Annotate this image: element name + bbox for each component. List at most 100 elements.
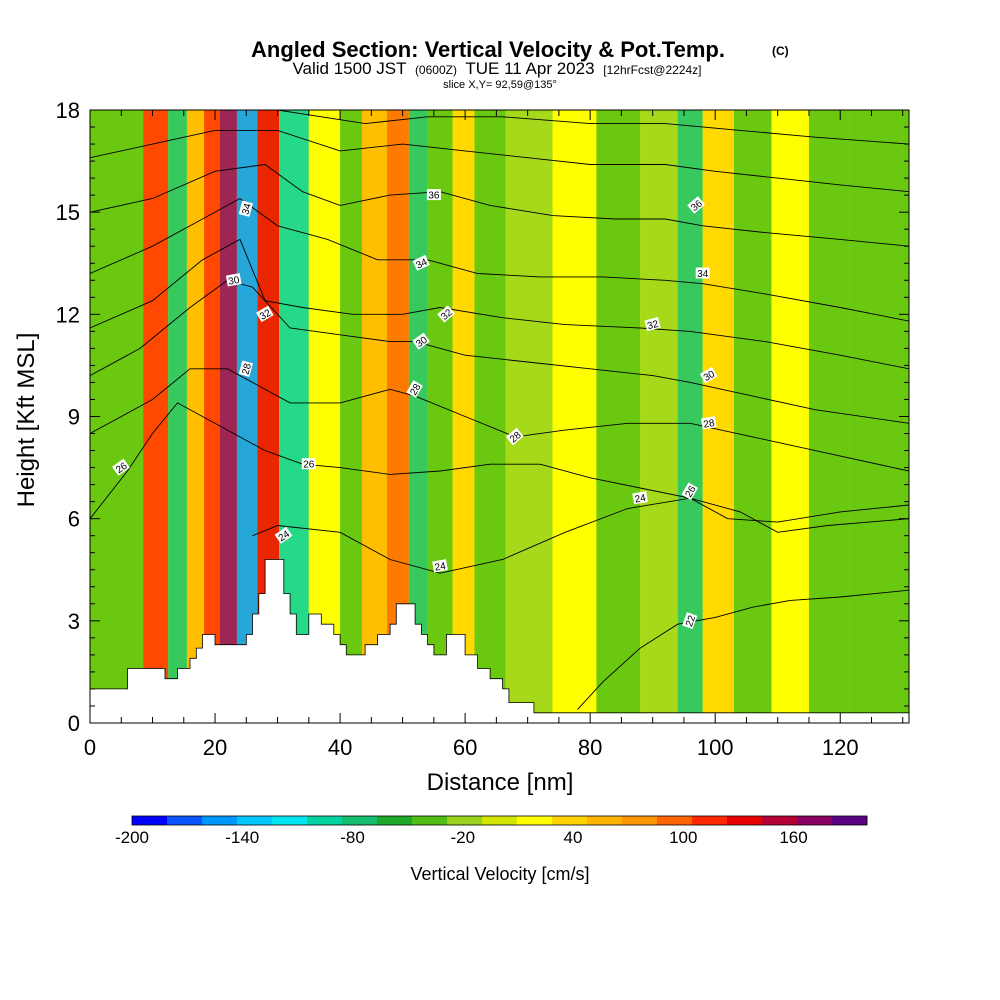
- colorbar-swatch: [552, 816, 588, 825]
- contour-label-box: [112, 458, 130, 476]
- contour-label-box: [682, 612, 698, 630]
- contour-label: 30: [225, 273, 242, 288]
- contour-label-text: 32: [646, 319, 660, 333]
- velocity-column: [808, 110, 850, 723]
- contour-label: 30: [412, 332, 431, 350]
- colorbar-title: Vertical Velocity [cm/s]: [410, 864, 589, 884]
- colorbar-swatch: [272, 816, 308, 825]
- colorbar-tick-label: -200: [115, 828, 149, 847]
- velocity-column: [702, 110, 734, 723]
- contour-label-box: [274, 526, 293, 544]
- isentrope-line: [90, 402, 909, 523]
- velocity-column: [474, 110, 506, 723]
- contour-label-text: 28: [241, 362, 255, 376]
- velocity-column: [340, 110, 362, 723]
- contour-label-text: 30: [228, 275, 241, 288]
- x-axis: 0 20 40 60 80 100 120: [84, 110, 904, 760]
- subtitle-valid: Valid 1500 JST: [292, 59, 406, 78]
- contour-label-text: 26: [684, 484, 699, 500]
- isentrope-line: [90, 164, 909, 247]
- x-tick-label: 60: [453, 735, 477, 760]
- contour-label-text: 26: [303, 460, 315, 471]
- vertical-velocity-field: [90, 110, 909, 723]
- x-tick-label: 40: [328, 735, 352, 760]
- colorbar-swatch: [307, 816, 343, 825]
- isentrope-line: [90, 129, 909, 193]
- velocity-column: [452, 110, 475, 723]
- colorbar: [131, 815, 868, 826]
- contour-label: 34: [238, 200, 255, 217]
- x-tick-label: 80: [578, 735, 602, 760]
- contour-label: 30: [699, 366, 718, 384]
- colorbar-swatch: [412, 816, 448, 825]
- colorbar-swatch: [237, 816, 273, 825]
- subtitle-forecast: [12hrFcst@2224z]: [603, 63, 701, 77]
- contour-label-box: [412, 332, 431, 350]
- isentrope-line: [90, 197, 909, 322]
- velocity-column: [168, 110, 187, 723]
- contour-label-text: 28: [703, 418, 716, 431]
- contour-label-box: [406, 380, 423, 398]
- isentrope-line: [90, 238, 909, 370]
- contour-label-box: [432, 559, 448, 573]
- subtitle-zulu: (0600Z): [415, 63, 457, 77]
- contour-label-text: 22: [684, 614, 698, 629]
- colorbar-frame: [131, 815, 868, 826]
- velocity-column: [386, 110, 409, 723]
- contour-label-text: 32: [258, 307, 274, 322]
- chart-title-mark: (C): [772, 44, 789, 58]
- colorbar-tick-label: -20: [450, 828, 475, 847]
- terrain-mask: [90, 559, 909, 723]
- contour-label-box: [695, 267, 710, 279]
- contour-label-text: 36: [428, 191, 440, 202]
- y-tick-label: 12: [56, 302, 80, 327]
- contour-label-box: [505, 427, 524, 446]
- contour-label-box: [687, 196, 705, 214]
- contour-label-text: 24: [434, 561, 447, 574]
- colorbar-swatch: [692, 816, 728, 825]
- colorbar-tick-label: 40: [564, 828, 583, 847]
- velocity-column: [143, 110, 169, 723]
- colorbar-swatch: [377, 816, 413, 825]
- velocity-column: [552, 110, 597, 723]
- contour-label: 28: [700, 416, 717, 431]
- contour-label-box: [256, 305, 274, 323]
- contour-label-box: [238, 200, 253, 217]
- colorbar-swatch: [447, 816, 483, 825]
- colorbar-tick-label: -140: [225, 828, 259, 847]
- colorbar-swatch: [622, 816, 658, 825]
- chart-subtitle: Valid 1500 JST (0600Z) TUE 11 Apr 2023 […: [292, 59, 701, 78]
- chart-slice-info: slice X,Y= 92,59@135°: [443, 79, 557, 91]
- contour-label: 36: [426, 189, 441, 202]
- contour-label: 26: [301, 458, 316, 471]
- contour-label-box: [238, 360, 253, 377]
- colorbar-swatch: [202, 816, 238, 825]
- contour-label-box: [632, 491, 648, 505]
- isentrope-line: [277, 110, 909, 145]
- colorbar-swatch: [132, 816, 168, 825]
- contour-label-text: 34: [697, 269, 709, 280]
- velocity-column: [596, 110, 641, 723]
- colorbar-swatch: [797, 816, 833, 825]
- colorbar-tick-labels: -200 -140 -80 -20 40 100 160: [115, 828, 808, 847]
- colorbar-swatch: [342, 816, 378, 825]
- velocity-column: [186, 110, 205, 723]
- velocity-column: [427, 110, 453, 723]
- colorbar-tick-label: -80: [340, 828, 365, 847]
- x-tick-label: 20: [203, 735, 227, 760]
- contour-label-text: 34: [241, 202, 255, 216]
- colorbar-swatch: [587, 816, 623, 825]
- x-tick-label: 100: [697, 735, 734, 760]
- y-axis-label: Height [Kft MSL]: [13, 333, 40, 508]
- contour-label-text: 28: [408, 382, 423, 398]
- contour-label-text: 24: [634, 493, 647, 506]
- contour-label: 34: [695, 267, 710, 280]
- colorbar-swatch: [657, 816, 693, 825]
- x-tick-label: 0: [84, 735, 96, 760]
- contour-label-box: [681, 482, 699, 500]
- velocity-column: [771, 110, 809, 723]
- contour-label: 32: [644, 316, 661, 333]
